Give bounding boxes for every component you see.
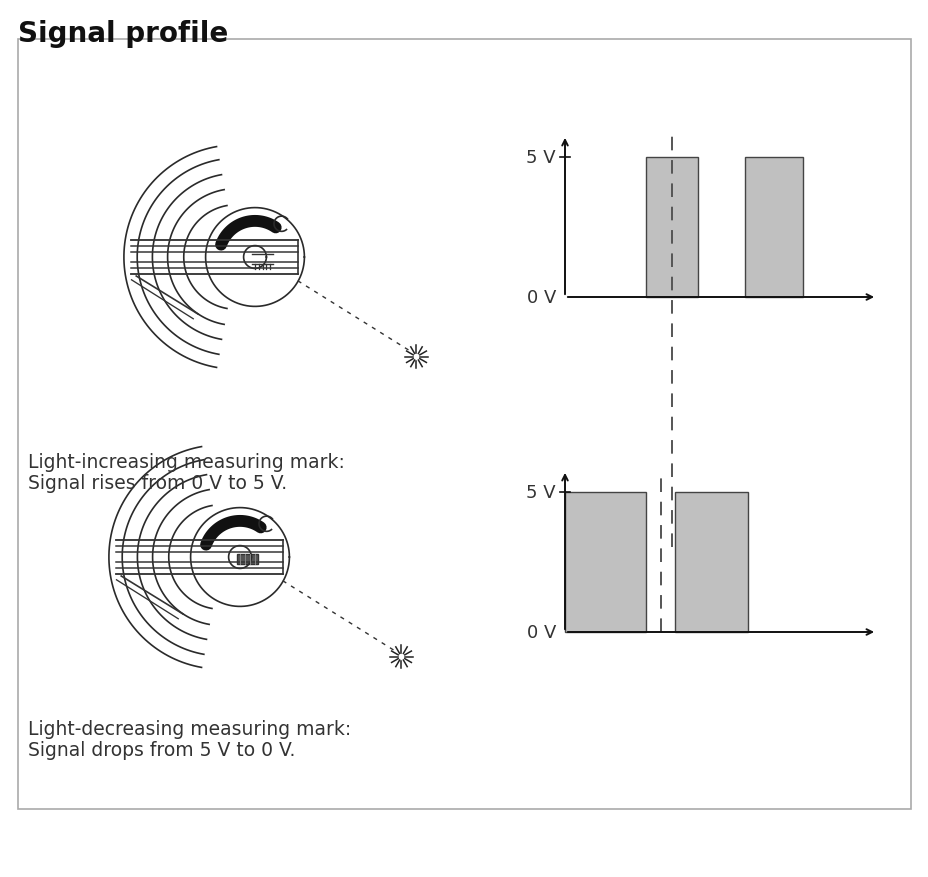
Text: Signal rises from 0 V to 5 V.: Signal rises from 0 V to 5 V. <box>28 474 287 493</box>
Text: Signal drops from 5 V to 0 V.: Signal drops from 5 V to 0 V. <box>28 740 295 759</box>
Bar <box>646 158 698 297</box>
Text: Light-increasing measuring mark:: Light-increasing measuring mark: <box>28 453 344 472</box>
Bar <box>744 158 802 297</box>
Text: 5 V: 5 V <box>526 149 555 167</box>
Text: 0 V: 0 V <box>526 624 555 641</box>
Text: 0 V: 0 V <box>526 289 555 307</box>
Bar <box>237 554 258 564</box>
Bar <box>564 493 646 632</box>
FancyBboxPatch shape <box>18 40 910 809</box>
Text: Signal profile: Signal profile <box>18 20 228 48</box>
Text: 5 V: 5 V <box>526 483 555 502</box>
Bar <box>675 493 747 632</box>
Text: Light-decreasing measuring mark:: Light-decreasing measuring mark: <box>28 719 351 738</box>
